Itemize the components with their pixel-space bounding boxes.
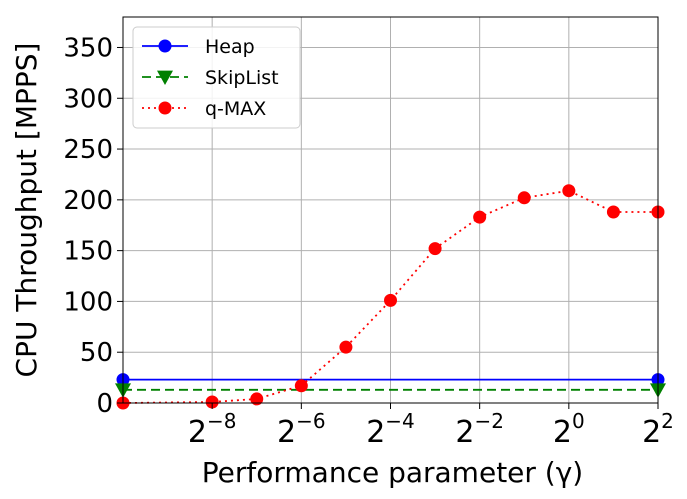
legend-swatch-marker <box>158 39 172 53</box>
legend-swatch-marker <box>158 101 172 115</box>
x-axis: 2−8 2−6 2−4 2−2 20 22 <box>188 403 674 450</box>
series-line <box>122 189 658 404</box>
x-tick-exponent: −2 <box>474 409 503 433</box>
x-tick-exponent: −4 <box>385 409 414 433</box>
y-tick-label: 250 <box>63 135 113 165</box>
legend-item: Heap <box>142 36 255 58</box>
x-tick-base: 2 <box>455 415 474 450</box>
y-tick-label: 350 <box>63 33 113 63</box>
legend-label: Heap <box>205 36 255 58</box>
data-point <box>294 379 308 393</box>
data-point <box>606 205 620 219</box>
y-tick-label: 100 <box>63 287 113 317</box>
x-tick-exponent: 0 <box>572 409 585 433</box>
data-point <box>562 184 576 198</box>
x-tick-base: 2 <box>642 415 661 450</box>
x-tick-label: 2−6 <box>277 409 326 450</box>
data-point <box>339 340 353 354</box>
y-tick-label: 50 <box>80 338 113 368</box>
legend-label: SkipList <box>205 67 279 89</box>
y-axis-label: CPU Throughput [MPPS] <box>10 43 43 378</box>
legend-item: q-MAX <box>142 98 266 120</box>
x-tick-label: 2−2 <box>455 409 504 450</box>
x-tick-base: 2 <box>366 415 385 450</box>
legend-swatch-marker <box>157 70 173 85</box>
x-tick-base: 2 <box>188 415 207 450</box>
legend-label: q-MAX <box>205 98 266 120</box>
y-tick-label: 200 <box>63 186 113 216</box>
data-point <box>250 392 264 406</box>
x-axis-label: Performance parameter (γ) <box>202 456 583 489</box>
legend-item: SkipList <box>142 67 279 89</box>
x-tick-exponent: −6 <box>296 409 325 433</box>
x-tick-label: 2−8 <box>188 409 237 450</box>
x-tick-label: 20 <box>553 409 585 450</box>
data-point <box>384 293 397 307</box>
data-point <box>517 191 531 205</box>
legend: Heap SkipList q-MAX <box>132 26 301 129</box>
series-q-max <box>116 184 665 410</box>
y-tick-label: 150 <box>63 237 113 267</box>
x-tick-exponent: 2 <box>661 409 674 433</box>
data-point <box>205 395 219 409</box>
x-tick-base: 2 <box>277 415 296 450</box>
x-tick-label: 2−4 <box>366 409 415 450</box>
data-point <box>473 210 487 224</box>
y-axis: 0 50 100 150 200 250 300 350 <box>63 33 123 419</box>
series-layer <box>115 184 666 410</box>
y-tick-label: 0 <box>96 389 113 419</box>
x-tick-base: 2 <box>553 415 572 450</box>
y-tick-label: 300 <box>63 84 113 114</box>
legend-box <box>132 26 301 129</box>
x-tick-exponent: −8 <box>207 409 236 433</box>
x-tick-label: 22 <box>642 409 674 450</box>
data-point <box>428 242 442 256</box>
